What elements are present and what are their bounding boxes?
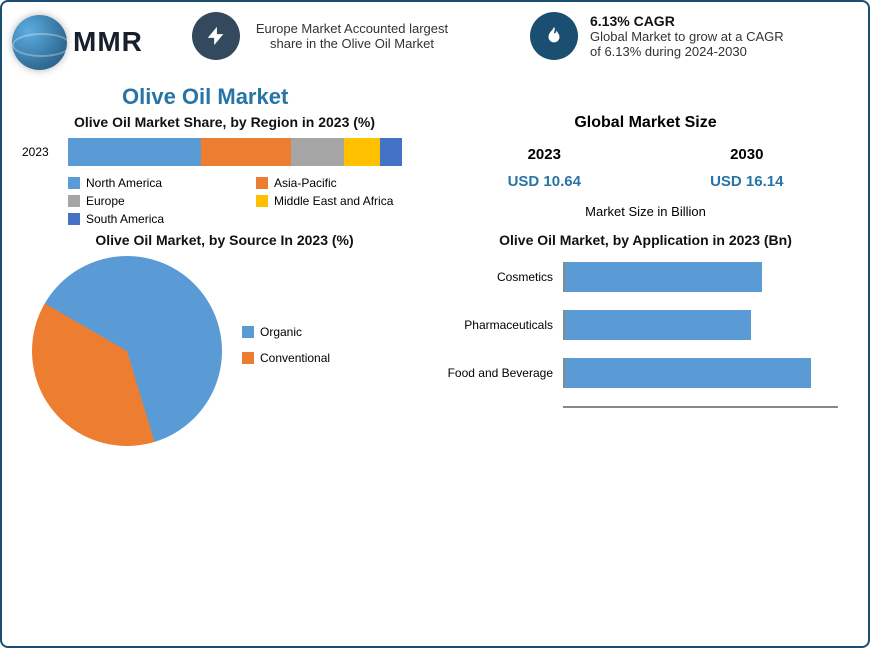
legend-item: Organic	[242, 325, 330, 339]
legend-item: Conventional	[242, 351, 330, 365]
region-legend: North America Asia-Pacific Europe Middle Ea…	[22, 176, 427, 226]
hbar-track	[563, 358, 838, 388]
main-title: Olive Oil Market	[122, 84, 868, 110]
region-seg-north-america	[68, 138, 201, 166]
region-stacked-bar	[68, 138, 427, 166]
logo-text: MMR	[73, 26, 143, 58]
legend-item: South America	[68, 212, 238, 226]
hbar-label: Cosmetics	[443, 270, 563, 284]
legend-label: Europe	[86, 194, 125, 208]
application-chart: Olive Oil Market, by Application in 2023…	[443, 232, 848, 446]
legend-label: North America	[86, 176, 162, 190]
market-size-values: USD 10.64 USD 16.14	[443, 173, 848, 190]
legend-label: Asia-Pacific	[274, 176, 337, 190]
legend-swatch	[242, 326, 254, 338]
hbar-axis	[563, 406, 838, 408]
region-seg-asia-pacific	[201, 138, 291, 166]
hbar-row: Food and Beverage	[443, 358, 838, 388]
region-chart-title: Olive Oil Market Share, by Region in 202…	[22, 114, 427, 130]
legend-item: North America	[68, 176, 238, 190]
legend-label: Conventional	[260, 351, 330, 365]
legend-swatch	[68, 177, 80, 189]
region-year-label: 2023	[22, 145, 58, 159]
fact-subtext-1: Global Market to grow at a CAGR of 6.13%…	[590, 29, 790, 59]
hbar-fill	[565, 262, 762, 292]
region-chart: Olive Oil Market Share, by Region in 202…	[22, 114, 427, 226]
market-size-years: 2023 2030	[443, 146, 848, 163]
legend-swatch	[256, 177, 268, 189]
hbar-row: Cosmetics	[443, 262, 838, 292]
ms-year-1: 2030	[730, 146, 763, 163]
source-pie	[32, 256, 222, 446]
legend-label: Organic	[260, 325, 302, 339]
legend-item: Europe	[68, 194, 238, 208]
hbar-label: Food and Beverage	[443, 366, 563, 380]
legend-label: Middle East and Africa	[274, 194, 393, 208]
legend-item: Middle East and Africa	[256, 194, 426, 208]
source-chart-title: Olive Oil Market, by Source In 2023 (%)	[22, 232, 427, 248]
legend-label: South America	[86, 212, 164, 226]
ms-val-0: USD 10.64	[508, 173, 581, 190]
legend-swatch	[242, 352, 254, 364]
hbar-fill	[565, 358, 811, 388]
application-chart-title: Olive Oil Market, by Application in 2023…	[443, 232, 848, 248]
market-size-title: Global Market Size	[443, 114, 848, 132]
source-chart: Olive Oil Market, by Source In 2023 (%) …	[22, 232, 427, 446]
source-legend: Organic Conventional	[242, 325, 330, 377]
hbar-fill	[565, 310, 751, 340]
legend-item: Asia-Pacific	[256, 176, 426, 190]
application-bars: Cosmetics Pharmaceuticals Food and Beverag…	[443, 256, 848, 408]
fact-europe: Europe Market Accounted largest share in…	[192, 12, 510, 60]
legend-swatch	[68, 195, 80, 207]
ms-year-0: 2023	[528, 146, 561, 163]
header-row: MMR Europe Market Accounted largest shar…	[2, 2, 868, 72]
region-seg-middle-east-and-africa	[344, 138, 380, 166]
market-size-note: Market Size in Billion	[443, 204, 848, 219]
fact-text-1: 6.13% CAGR Global Market to grow at a CA…	[590, 13, 790, 59]
fact-heading-1: 6.13% CAGR	[590, 13, 790, 29]
grid: Olive Oil Market Share, by Region in 202…	[2, 114, 868, 456]
hbar-track	[563, 262, 838, 292]
region-seg-europe	[291, 138, 345, 166]
hbar-label: Pharmaceuticals	[443, 318, 563, 332]
legend-swatch	[256, 195, 268, 207]
fact-text-0: Europe Market Accounted largest share in…	[252, 21, 452, 51]
globe-icon	[12, 15, 67, 70]
region-bar-row: 2023	[22, 138, 427, 166]
hbar-row: Pharmaceuticals	[443, 310, 838, 340]
ms-val-1: USD 16.14	[710, 173, 783, 190]
logo: MMR	[12, 12, 172, 72]
bolt-icon	[192, 12, 240, 60]
fact-cagr: 6.13% CAGR Global Market to grow at a CA…	[530, 12, 848, 60]
flame-icon	[530, 12, 578, 60]
market-size-panel: Global Market Size 2023 2030 USD 10.64 U…	[443, 114, 848, 226]
region-seg-south-america	[380, 138, 402, 166]
legend-swatch	[68, 213, 80, 225]
pie-wrap: Organic Conventional	[22, 256, 427, 446]
hbar-track	[563, 310, 838, 340]
